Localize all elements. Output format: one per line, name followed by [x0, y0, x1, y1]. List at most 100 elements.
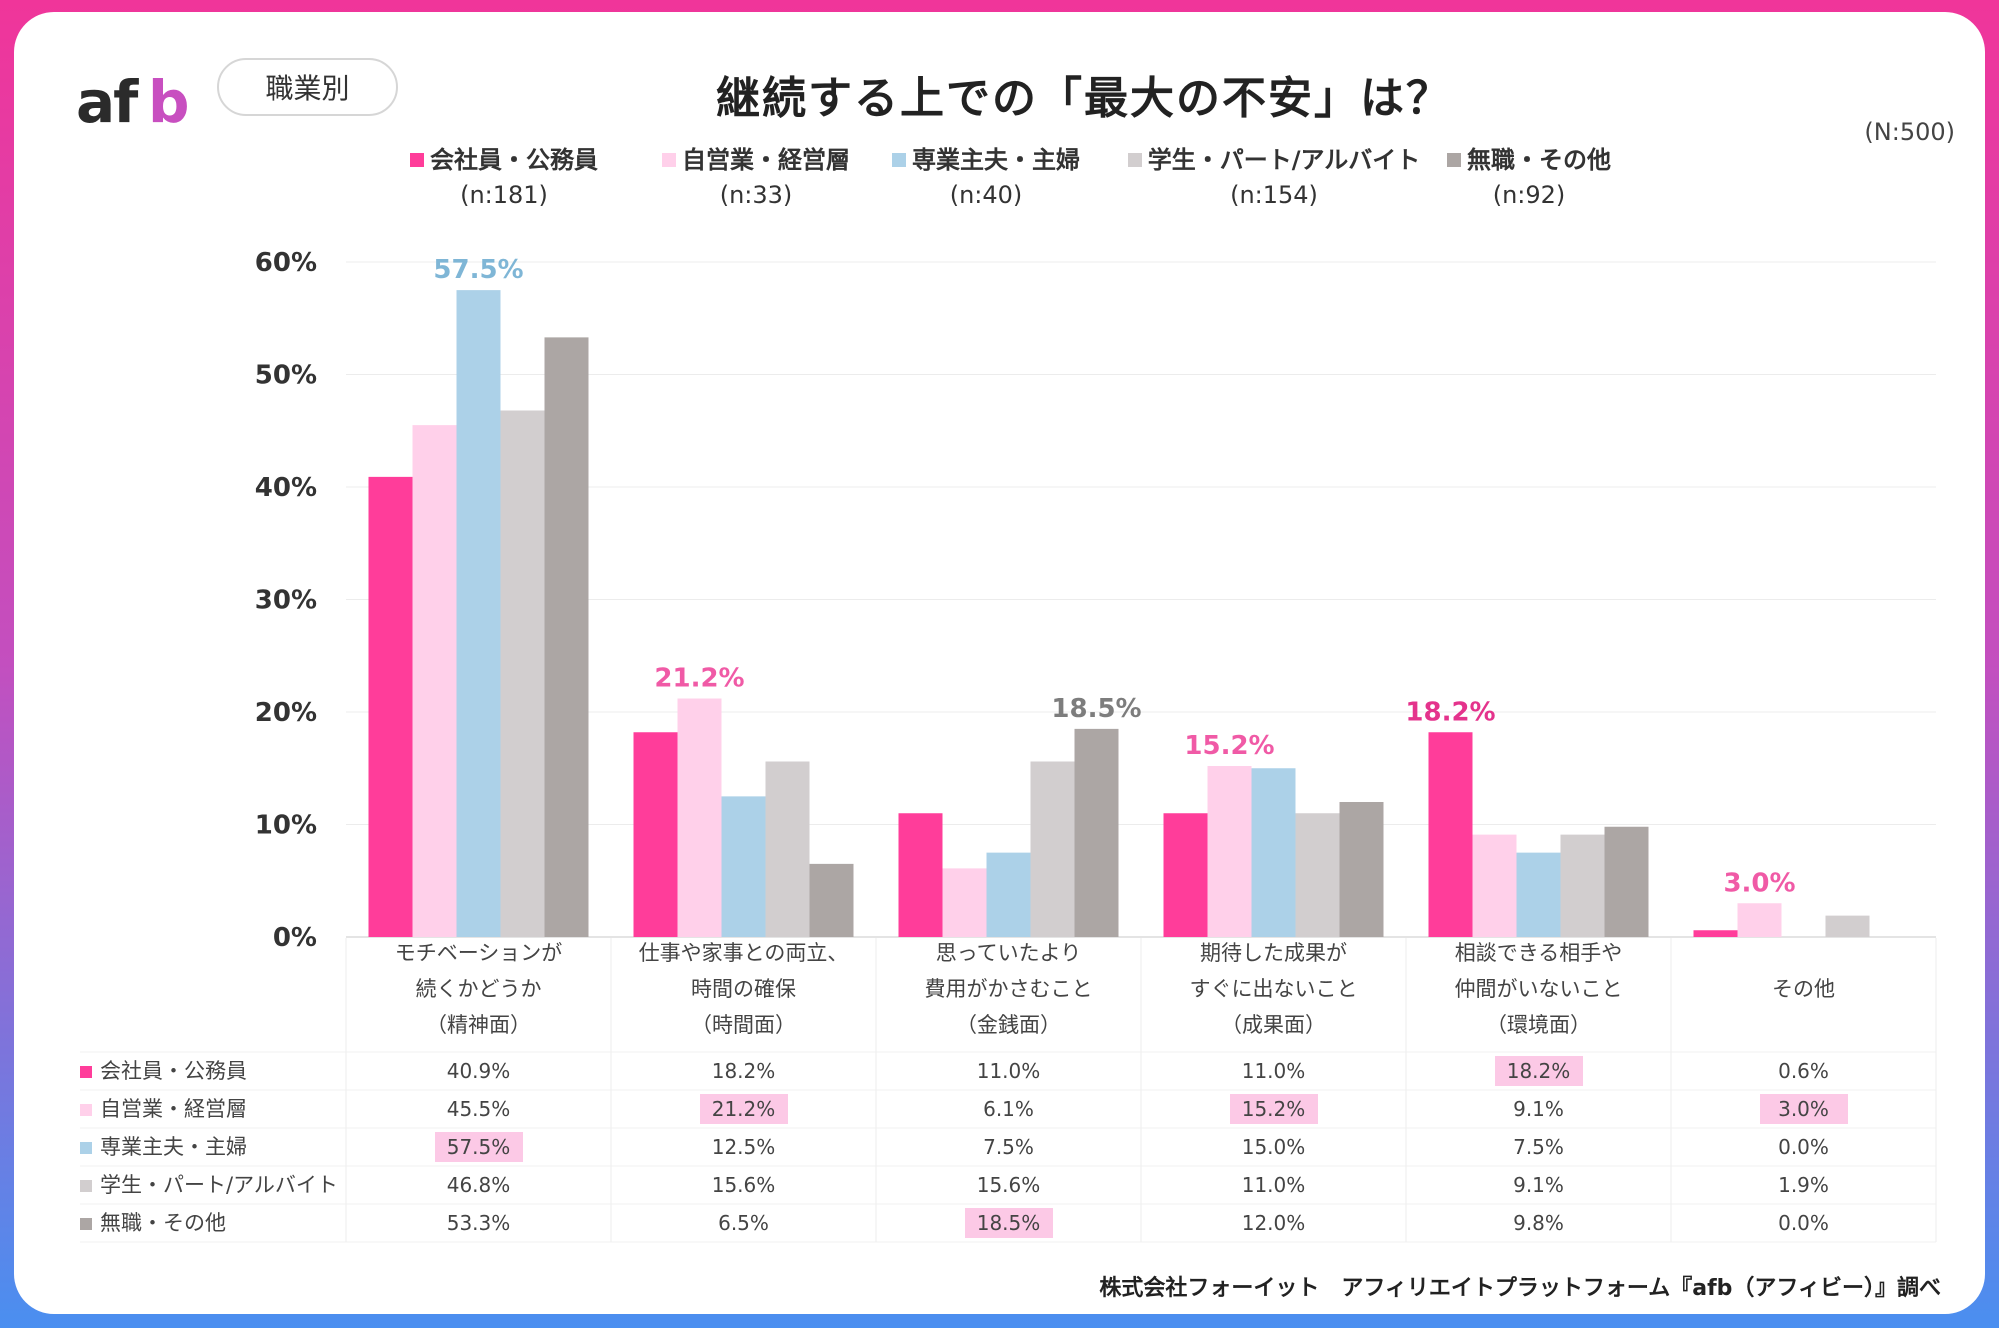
chart-card: af b 職業別 継続する上での「最大の不安」は？ (N:500) 会社員・公務… [14, 12, 1985, 1314]
y-tick-label: 20% [255, 698, 317, 728]
bar [898, 813, 943, 937]
legend-item: 会社員・公務員 (n:181) [354, 140, 654, 209]
data-label: 18.5% [1051, 694, 1141, 724]
legend-item: 専業主夫・主婦 (n:40) [836, 140, 1136, 209]
bar [368, 476, 413, 937]
y-tick-label: 10% [255, 811, 317, 841]
bar [765, 761, 810, 937]
table-cell: 0.0% [1778, 1211, 1829, 1235]
svg-text:b: b [148, 68, 190, 136]
table-cell: 6.1% [983, 1097, 1034, 1121]
legend-label: 自営業・経営層 [606, 140, 906, 175]
table-cell: 0.6% [1778, 1059, 1829, 1083]
source-note: 株式会社フォーイット アフィリエイトプラットフォーム『afb（アフィビー）』調べ [1099, 1276, 1941, 1301]
bar [1516, 852, 1561, 937]
bar [1339, 802, 1384, 937]
table-cell: 21.2% [699, 1094, 788, 1124]
y-tick-label: 60% [255, 248, 317, 278]
legend-item: 無職・その他 (n:92) [1379, 140, 1679, 209]
legend-item: 自営業・経営層 (n:33) [606, 140, 906, 209]
legend-sample-size: (n:181) [460, 181, 548, 209]
chart-title: 継続する上での「最大の不安」は？ [716, 73, 1452, 124]
data-label: 3.0% [1723, 868, 1795, 898]
table-cell: 7.5% [983, 1135, 1034, 1159]
data-label: 15.2% [1184, 731, 1274, 761]
bar [1428, 732, 1473, 937]
table-cell: 6.5% [718, 1211, 769, 1235]
table-cell: 12.0% [1241, 1211, 1306, 1235]
data-label: 21.2% [654, 664, 744, 694]
legend-sample-size: (n:33) [719, 181, 793, 209]
category-label: 相談できる相手や 仲間がいないこと （環境面） [1454, 941, 1623, 1037]
data-label: 57.5% [433, 255, 523, 285]
bar [1207, 766, 1252, 937]
bar [1074, 728, 1119, 937]
legend-label: 無職・その他 [1379, 140, 1679, 175]
table-cell: 9.1% [1513, 1173, 1564, 1197]
y-tick-label: 50% [255, 361, 317, 391]
row-swatch [80, 1180, 92, 1192]
table-row: 会社員・公務員 40.9% 18.2% 11.0% 11.0% 18.2% 0.6% [14, 1052, 1964, 1090]
legend-sample-size: (n:154) [1230, 181, 1318, 209]
data-label: 18.2% [1405, 697, 1495, 727]
category-label: 思っていたより 費用がかさむこと （金銭面） [924, 941, 1093, 1037]
svg-text:af: af [76, 68, 139, 136]
row-swatch [80, 1066, 92, 1078]
bar [1604, 826, 1649, 937]
table-cell: 18.2% [1494, 1056, 1583, 1086]
table-cell: 15.6% [711, 1173, 776, 1197]
table-cell: 45.5% [446, 1097, 511, 1121]
legend-label: 学生・パート/アルバイト [1124, 140, 1424, 175]
legend-item: 学生・パート/アルバイト (n:154) [1124, 140, 1424, 209]
table-cell: 11.0% [976, 1059, 1041, 1083]
bar [677, 698, 722, 937]
legend-swatch [662, 153, 676, 167]
bar [633, 732, 678, 937]
table-cell: 18.2% [711, 1059, 776, 1083]
y-tick-label: 40% [255, 473, 317, 503]
bar [942, 868, 987, 937]
afb-logo: af b [76, 68, 190, 136]
legend-swatch [1447, 153, 1461, 167]
table-cell: 40.9% [446, 1059, 511, 1083]
row-label: 自営業・経営層 [80, 1090, 247, 1128]
bar [1737, 903, 1782, 937]
row-swatch [80, 1142, 92, 1154]
category-label: 仕事や家事との両立、 時間の確保 （時間面） [638, 941, 849, 1037]
legend-sample-size: (n:92) [1492, 181, 1566, 209]
bar [809, 863, 854, 937]
bar [1693, 930, 1738, 937]
bar-chart-plot: 0% 10% 20% 30% 40% 50% 60% 57.5% 21.2% 18.5% 15.2%… [255, 248, 1936, 952]
legend-swatch [1127, 153, 1142, 167]
row-label: 専業主夫・主婦 [80, 1128, 247, 1166]
table-cell: 57.5% [434, 1132, 523, 1162]
bar [412, 425, 457, 937]
table-cell: 11.0% [1241, 1059, 1306, 1083]
table-cell: 3.0% [1759, 1094, 1848, 1124]
bar [1295, 813, 1340, 937]
table-cell: 7.5% [1513, 1135, 1564, 1159]
legend-sample-size: (n:40) [949, 181, 1023, 209]
bar [500, 410, 545, 937]
table-cell: 0.0% [1778, 1135, 1829, 1159]
legend-label: 会社員・公務員 [354, 140, 654, 175]
table-cell: 15.2% [1229, 1094, 1318, 1124]
bar [1472, 834, 1517, 937]
legend-label: 専業主夫・主婦 [836, 140, 1136, 175]
bar [1825, 915, 1870, 937]
category-label: モチベーションが 続くかどうか （精神面） [394, 941, 563, 1037]
table-row: 学生・パート/アルバイト 46.8% 15.6% 15.6% 11.0% 9.1% 1.9% [14, 1166, 1964, 1204]
table-cell: 9.1% [1513, 1097, 1564, 1121]
category-label: その他 [1772, 977, 1835, 1001]
bar [986, 852, 1031, 937]
table-row: 無職・その他 53.3% 6.5% 18.5% 12.0% 9.8% 0.0% [14, 1204, 1964, 1242]
table-cell: 15.0% [1241, 1135, 1306, 1159]
bar [1163, 813, 1208, 937]
bar [1251, 768, 1296, 937]
row-label: 学生・パート/アルバイト [80, 1166, 338, 1204]
table-row: 自営業・経営層 45.5% 21.2% 6.1% 15.2% 9.1% 3.0% [14, 1090, 1964, 1128]
bar [544, 337, 589, 937]
bar [1030, 761, 1075, 937]
row-swatch [80, 1104, 92, 1116]
bar [1560, 834, 1605, 937]
